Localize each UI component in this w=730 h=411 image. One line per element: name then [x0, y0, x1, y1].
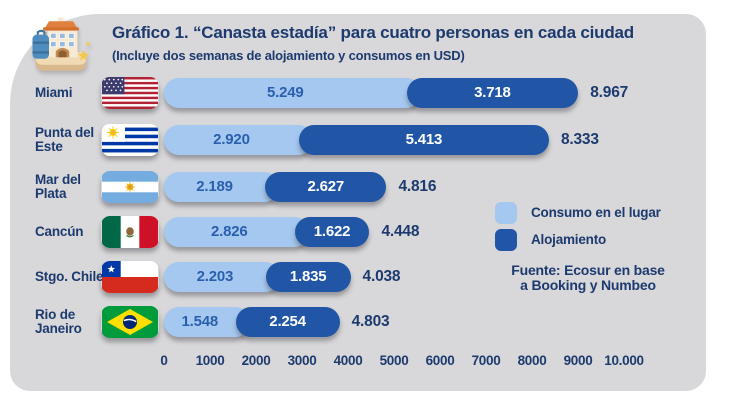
x-axis-tick-label: 8000	[517, 353, 547, 368]
alojamiento-bar-segment	[406, 78, 579, 108]
consumo-value-label: 2.189	[196, 178, 233, 195]
legend-label-consumo: Consumo en el lugar	[531, 205, 661, 220]
alojamiento-value-label: 1.622	[313, 223, 351, 240]
flag-chile-icon	[101, 261, 159, 293]
city-label: Cancún	[35, 224, 84, 239]
x-axis-tick-label: 5000	[379, 353, 409, 368]
city-label: Punta del Este	[35, 125, 94, 154]
city-label: Stgo. Chile	[35, 269, 104, 284]
total-value-label: 4.816	[398, 178, 437, 195]
total-value-label: 4.448	[381, 223, 420, 240]
x-axis-tick-label: 6000	[425, 353, 455, 368]
source-line-2: a Booking y Numbeo	[520, 277, 656, 293]
alojamiento-value-label: 1.835	[289, 268, 327, 285]
consumo-value-label: 1.548	[181, 313, 219, 330]
x-axis-tick-label: 0	[160, 353, 168, 368]
total-value-label: 8.333	[560, 131, 599, 148]
chart-subtitle: (Incluye dos semanas de alojamiento y co…	[112, 48, 465, 63]
total-value-label: 8.967	[590, 84, 629, 101]
x-axis-tick-label: 1000	[195, 353, 225, 368]
source-line-1: Fuente: Ecosur en base	[511, 262, 665, 278]
total-value-label: 4.038	[362, 268, 401, 285]
consumo-bar-segment	[164, 217, 309, 247]
consumo-value-label: 5.249	[266, 84, 304, 101]
x-axis-tick-label: 2000	[241, 353, 271, 368]
hotel-travel-3d-icon	[32, 17, 91, 71]
alojamiento-value-label: 3.718	[474, 84, 511, 101]
x-axis-tick-label: 3000	[287, 353, 317, 368]
legend-swatch-alojamiento	[495, 229, 517, 251]
x-axis-tick-label: 9000	[563, 353, 593, 368]
consumo-bar-segment	[164, 125, 313, 155]
flag-argentina-icon	[101, 171, 159, 203]
consumo-bar-segment	[164, 78, 421, 108]
alojamiento-bar-segment	[235, 307, 340, 337]
flag-mexico-icon	[101, 216, 159, 248]
chart-title: Gráfico 1. “Canasta estadía” para cuatro…	[112, 23, 634, 42]
alojamiento-value-label: 5.413	[405, 131, 443, 148]
consumo-value-label: 2.203	[196, 268, 234, 285]
source-note: Fuente: Ecosur en base a Booking y Numbe…	[468, 263, 708, 293]
legend-label-alojamiento: Alojamiento	[531, 232, 607, 247]
alojamiento-value-label: 2.254	[269, 313, 306, 330]
flag-usa-icon	[101, 77, 159, 109]
consumo-bar-segment	[164, 262, 280, 292]
alojamiento-value-label: 2.627	[307, 178, 345, 195]
city-label: Mar del Plata	[35, 172, 81, 201]
city-label: Miami	[35, 85, 73, 100]
x-axis-tick-label: 4000	[333, 353, 363, 368]
x-axis-tick-label: 10.000	[604, 353, 644, 368]
legend-swatch-consumo	[495, 202, 517, 224]
consumo-value-label: 2.920	[213, 131, 250, 148]
city-label: Rio de Janeiro	[35, 307, 82, 336]
alojamiento-bar-segment	[265, 172, 387, 202]
alojamiento-bar-segment	[294, 217, 370, 247]
total-value-label: 4.803	[351, 313, 390, 330]
consumo-bar-segment	[164, 172, 280, 202]
alojamiento-bar-segment	[298, 125, 549, 155]
flag-uruguay-icon	[101, 124, 159, 156]
consumo-value-label: 2.826	[211, 223, 248, 240]
flag-brazil-icon	[101, 306, 159, 338]
consumo-bar-segment	[164, 307, 250, 337]
x-axis-tick-label: 7000	[471, 353, 501, 368]
alojamiento-bar-segment	[265, 262, 351, 292]
